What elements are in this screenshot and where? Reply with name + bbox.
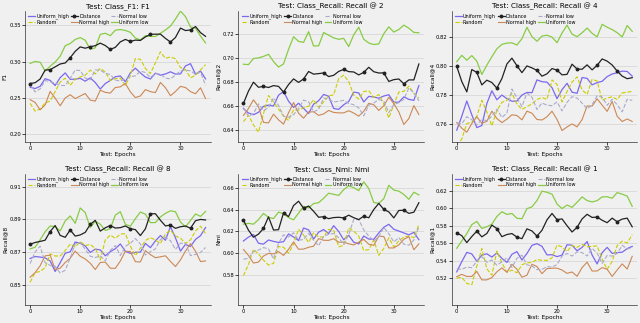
Y-axis label: Recall@1: Recall@1 — [429, 225, 435, 253]
Y-axis label: Recall@2: Recall@2 — [216, 63, 221, 90]
Legend: Uniform_high, Random, Distance, Normal high, Normal low, Uniform low: Uniform_high, Random, Distance, Normal h… — [28, 176, 150, 189]
Legend: Uniform_high, Random, Distance, Normal high, Normal low, Uniform low: Uniform_high, Random, Distance, Normal h… — [454, 13, 576, 26]
Legend: Uniform_high, Random, Distance, Normal high, Normal low, Uniform low: Uniform_high, Random, Distance, Normal h… — [241, 13, 363, 26]
Title: Test: Class_Recall: Recall @ 2: Test: Class_Recall: Recall @ 2 — [278, 3, 384, 10]
Title: Test: Class_Recall: Recall @ 8: Test: Class_Recall: Recall @ 8 — [65, 166, 171, 173]
Title: Test: Class_Recall: Recall @ 1: Test: Class_Recall: Recall @ 1 — [492, 166, 597, 173]
X-axis label: Test: Epochs: Test: Epochs — [99, 152, 136, 157]
Legend: Uniform_high, Random, Distance, Normal high, Normal low, Uniform low: Uniform_high, Random, Distance, Normal h… — [28, 13, 150, 26]
Legend: Uniform_high, Random, Distance, Normal high, Normal low, Uniform low: Uniform_high, Random, Distance, Normal h… — [454, 176, 576, 189]
Y-axis label: Recall@8: Recall@8 — [3, 225, 8, 253]
Title: Test: Class_Recall: Recall @ 4: Test: Class_Recall: Recall @ 4 — [492, 3, 597, 10]
X-axis label: Test: Epochs: Test: Epochs — [313, 152, 349, 157]
Legend: Uniform_high, Random, Distance, Normal high, Normal low, Uniform low: Uniform_high, Random, Distance, Normal h… — [241, 176, 363, 189]
X-axis label: Test: Epochs: Test: Epochs — [99, 315, 136, 320]
Y-axis label: Nmi: Nmi — [216, 233, 221, 245]
Y-axis label: Recall@4: Recall@4 — [429, 63, 435, 90]
Title: Test: Class_F1: F1: Test: Class_F1: F1 — [86, 4, 150, 10]
Y-axis label: F1: F1 — [3, 73, 8, 80]
X-axis label: Test: Epochs: Test: Epochs — [313, 315, 349, 320]
Title: Test: Class_Nmi: Nmi: Test: Class_Nmi: Nmi — [294, 166, 369, 173]
X-axis label: Test: Epochs: Test: Epochs — [526, 315, 563, 320]
X-axis label: Test: Epochs: Test: Epochs — [526, 152, 563, 157]
